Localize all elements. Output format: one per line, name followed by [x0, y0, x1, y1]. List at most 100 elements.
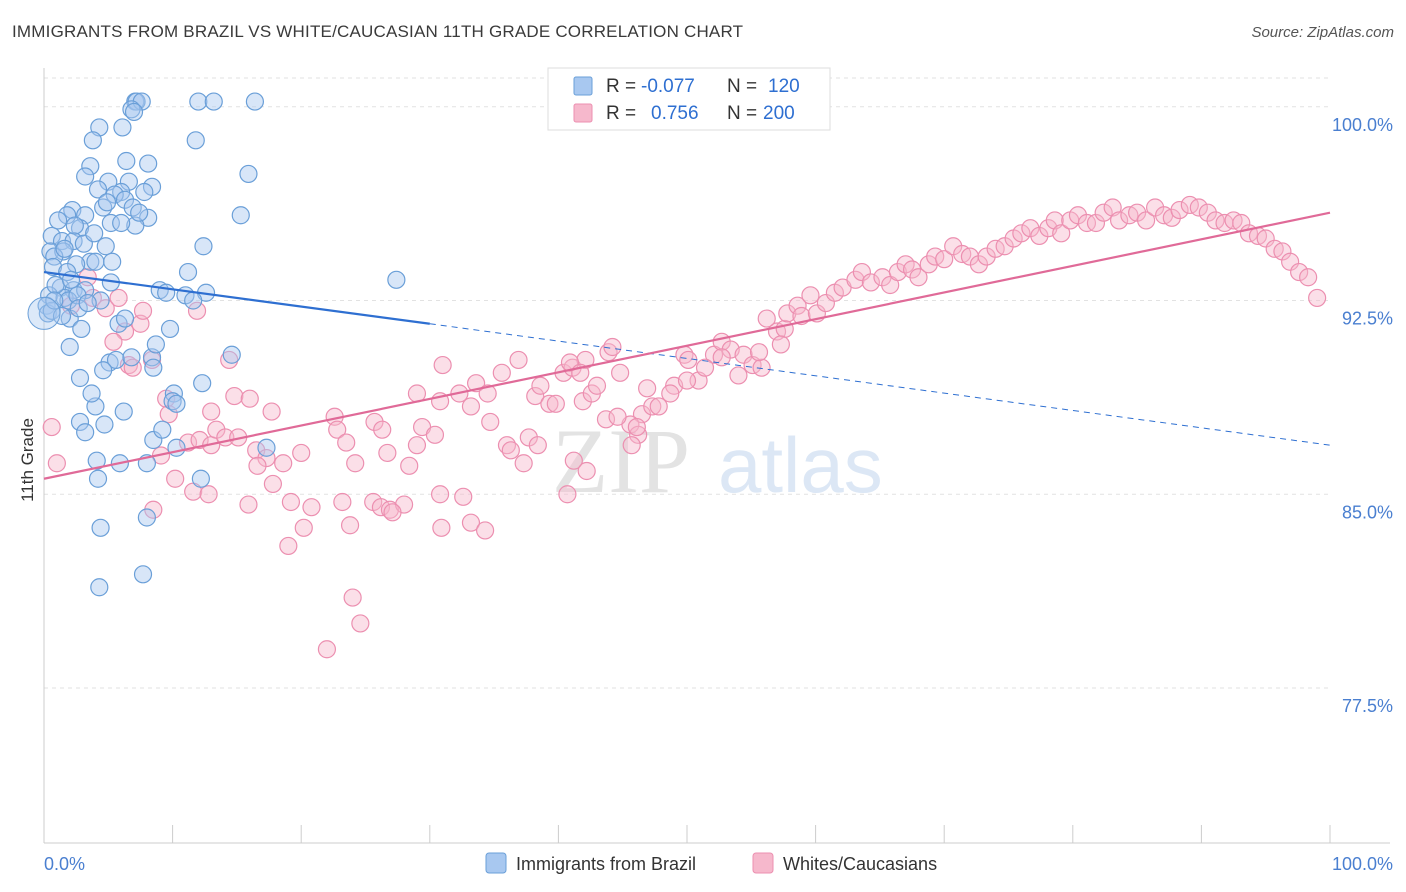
pink-point-121	[888, 262, 908, 282]
pink-point-131	[969, 255, 989, 274]
pink-point-113	[816, 293, 835, 313]
series-whites-caucasians	[42, 195, 1327, 659]
pink-point-102	[734, 345, 753, 364]
pink-point-75	[514, 454, 533, 473]
pink-point-87	[611, 363, 630, 382]
y-tick-label-2: 92.5%	[1342, 309, 1393, 329]
blue-point-3	[189, 92, 208, 111]
x-tick-labels: 0.0% 100.0%	[44, 854, 1393, 874]
blue-point-117	[94, 361, 113, 380]
pink-point-51	[337, 433, 356, 452]
pink-point-32	[166, 469, 185, 488]
pink-point-195	[274, 454, 293, 473]
blue-point-99	[55, 239, 74, 258]
series-immigrants-from-brazil	[27, 92, 406, 597]
blue-point-7	[124, 102, 144, 122]
pink-point-193	[400, 456, 419, 475]
blue-point-33	[112, 213, 131, 233]
pink-point-49	[365, 412, 384, 432]
pink-point-42	[340, 516, 360, 535]
pink-point-192	[433, 355, 452, 375]
pink-point-74	[528, 436, 547, 455]
pink-point-124	[909, 268, 928, 287]
blue-point-104	[65, 216, 84, 235]
pink-point-177	[677, 371, 697, 390]
blue-point-20	[88, 180, 108, 199]
bottom-legend-swatch-pink	[752, 852, 774, 874]
blue-point-78	[193, 374, 212, 393]
pink-point-146	[1094, 203, 1113, 222]
pink-point-64	[351, 614, 370, 633]
blue-point-108	[69, 299, 88, 318]
blue-point-67	[72, 319, 91, 339]
watermark: ZIP atlas	[552, 410, 883, 512]
pink-point-94	[643, 397, 662, 416]
pink-point-23	[178, 433, 198, 452]
legend-n-value-2: 200	[763, 103, 795, 124]
pink-point-109	[788, 296, 807, 315]
blue-point-85	[95, 415, 114, 434]
pink-point-89	[596, 410, 616, 429]
blue-point-6	[122, 100, 141, 119]
pink-point-93	[629, 425, 648, 444]
blue-point-90	[87, 451, 106, 470]
blue-point-10	[83, 131, 102, 150]
blue-point-51	[387, 270, 406, 289]
legend-n-value-1: 120	[768, 76, 800, 97]
legend-swatch-pink	[573, 103, 593, 123]
pink-point-179	[649, 397, 668, 416]
blue-point-large	[27, 296, 61, 330]
pink-point-168	[1281, 252, 1300, 271]
pink-point-69	[461, 397, 481, 416]
blue-point-21	[135, 182, 154, 202]
blue-point-35	[42, 226, 61, 246]
blue-point-110	[45, 291, 64, 310]
blue-point-105	[49, 211, 68, 230]
blue-point-9	[113, 118, 132, 137]
legend-n-label-1: N =	[727, 76, 757, 97]
blue-point-70	[60, 337, 79, 357]
pink-point-104	[752, 358, 771, 377]
pink-point-59	[454, 487, 473, 506]
pink-point-106	[775, 319, 794, 339]
pink-point-154	[1162, 208, 1181, 227]
pink-point-148	[1109, 211, 1129, 230]
blue-point-76	[144, 358, 163, 377]
trend-line-brazil	[43, 270, 430, 325]
blue-point-109	[52, 306, 72, 326]
pink-point-5	[109, 288, 128, 308]
blue-point-46	[43, 257, 63, 277]
pink-point-185	[478, 384, 497, 403]
pink-point-13	[133, 301, 153, 320]
blue-point-88	[167, 438, 186, 457]
pink-point-72	[501, 441, 520, 460]
blue-point-4	[204, 92, 223, 111]
pink-point-41	[333, 492, 352, 512]
pink-point-90	[638, 379, 657, 398]
blue-point-94	[191, 469, 210, 488]
pink-point-58	[430, 485, 450, 504]
legend-box	[547, 67, 831, 131]
x-tick-label-1: 100.0%	[1332, 854, 1393, 874]
pink-point-70	[481, 412, 500, 432]
blue-point-106	[130, 203, 149, 222]
pink-point-78	[577, 461, 596, 481]
pink-point-189	[546, 394, 565, 413]
blue-point-95	[137, 508, 156, 527]
pink-point-175	[712, 348, 731, 367]
blue-point-114	[184, 291, 203, 310]
blue-point-119	[153, 420, 172, 439]
legend-r-value-2: 0.756	[651, 103, 699, 124]
pink-point-86	[603, 337, 622, 357]
pink-point-14	[187, 301, 207, 320]
pink-point-169	[1290, 262, 1309, 282]
legend-r-label-1: R =	[606, 76, 636, 97]
pink-point-39	[294, 518, 313, 537]
blue-point-31	[101, 213, 120, 233]
pink-point-63	[343, 588, 362, 607]
blue-point-112	[78, 293, 97, 313]
pink-point-19	[225, 386, 244, 406]
pink-point-79	[526, 386, 545, 406]
watermark-atlas: atlas	[718, 421, 883, 509]
